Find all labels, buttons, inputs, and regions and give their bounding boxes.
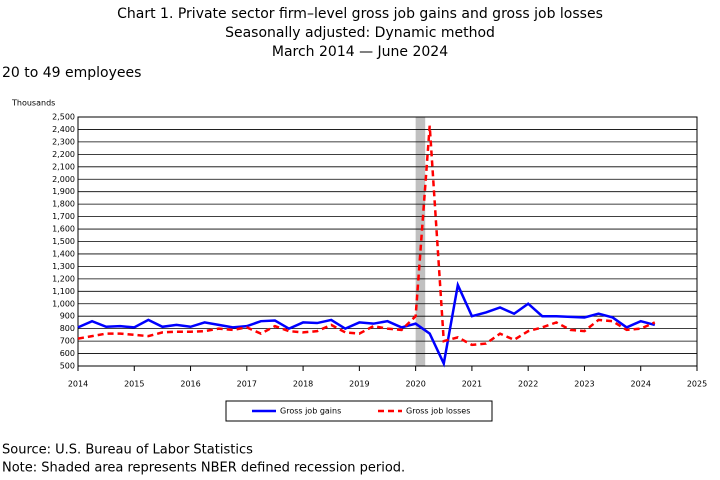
y-tick-label: 1,800 (52, 200, 75, 209)
y-tick-label: 500 (60, 362, 75, 371)
plot-frame (77, 116, 698, 367)
y-tick-label: 1,600 (52, 225, 75, 234)
y-tick-label: 1,300 (52, 262, 75, 271)
y-axis-label: Thousands (11, 99, 55, 108)
x-tick-label: 2021 (462, 380, 482, 389)
y-tick-label: 2,200 (52, 150, 75, 159)
y-tick-label: 800 (60, 324, 75, 333)
y-tick-label: 1,000 (52, 299, 75, 308)
y-tick-label: 600 (60, 349, 75, 358)
y-tick-label: 700 (60, 337, 75, 346)
y-tick-label: 1,700 (52, 212, 75, 221)
x-tick-label: 2018 (293, 380, 313, 389)
x-tick-label: 2023 (574, 380, 594, 389)
y-tick-label: 1,400 (52, 249, 75, 258)
y-tick-label: 2,000 (52, 175, 75, 184)
note: Note: Shaded area represents NBER define… (2, 461, 405, 476)
panel-title: 20 to 49 employees (2, 65, 141, 81)
y-tick-label: 1,500 (52, 237, 75, 246)
y-tick-label: 2,400 (52, 125, 75, 134)
y-tick-label: 1,900 (52, 187, 75, 196)
source: Source: U.S. Bureau of Labor Statistics (2, 443, 253, 458)
y-tick-label: 2,500 (52, 113, 75, 122)
y-tick-label: 2,300 (52, 137, 75, 146)
y-tick-label: 1,200 (52, 274, 75, 283)
x-tick-label: 2017 (237, 380, 257, 389)
x-tick-label: 2019 (349, 380, 369, 389)
x-tick-label: 2014 (68, 380, 88, 389)
series-line (77, 280, 656, 368)
legend-box (225, 400, 493, 422)
x-tick-label: 2020 (405, 380, 425, 389)
x-tick-label: 2016 (180, 380, 200, 389)
x-tick-label: 2015 (124, 380, 144, 389)
y-tick-label: 900 (60, 312, 75, 321)
date-range: March 2014 — June 2024 (272, 44, 448, 60)
chart-title: Chart 1. Private sector firm–level gross… (117, 6, 603, 22)
chart-subtitle: Seasonally adjusted: Dynamic method (225, 25, 495, 41)
y-tick-label: 2,100 (52, 162, 75, 171)
x-tick-label: 2025 (687, 380, 707, 389)
legend-label: Gross job losses (406, 407, 470, 416)
x-tick-label: 2024 (631, 380, 651, 389)
legend-label: Gross job gains (280, 407, 341, 416)
y-tick-label: 1,100 (52, 287, 75, 296)
x-tick-label: 2022 (518, 380, 538, 389)
